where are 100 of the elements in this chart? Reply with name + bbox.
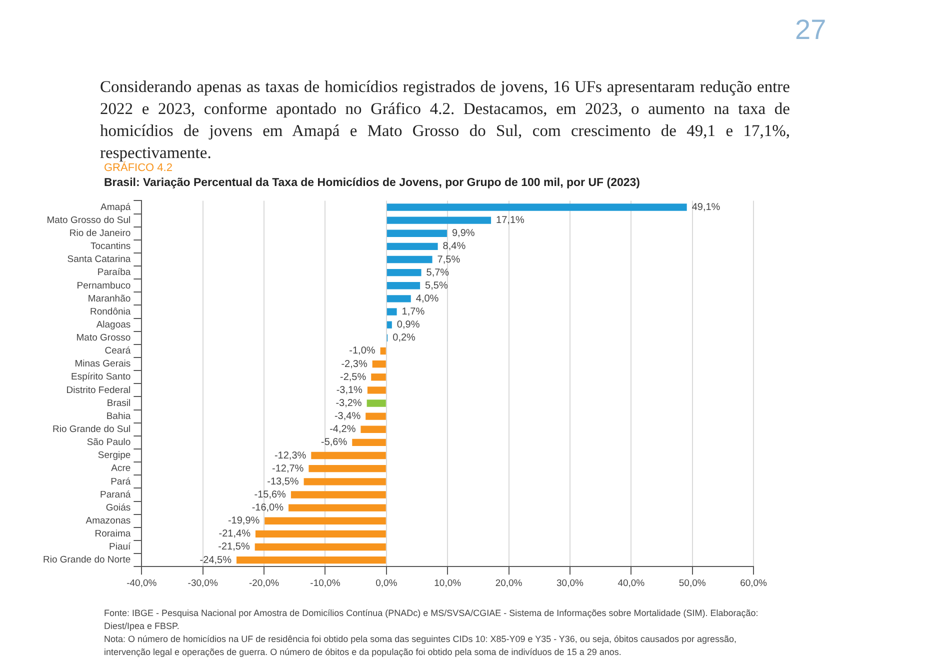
bar xyxy=(367,386,386,394)
data-label: 0,2% xyxy=(392,332,416,344)
y-tick-label: São Paulo xyxy=(86,437,131,448)
x-tick-label: 10,0% xyxy=(434,578,462,589)
bar xyxy=(360,426,386,433)
y-tick-label: Minas Gerais xyxy=(74,358,131,370)
y-tick-label: Bahia xyxy=(106,410,132,422)
bar xyxy=(386,216,492,224)
data-label: -5,6% xyxy=(321,437,348,448)
bar xyxy=(304,478,386,486)
x-tick-label: -40,0% xyxy=(126,578,158,589)
y-tick-label: Amazonas xyxy=(86,515,131,526)
y-tick-label: Mato Grosso xyxy=(76,332,131,344)
bar xyxy=(386,308,397,316)
y-tick-label: Amapá xyxy=(100,202,132,213)
y-tick-label: Mato Grosso do Sul xyxy=(46,214,131,226)
y-tick-label: Acre xyxy=(111,463,131,474)
data-label: -21,5% xyxy=(218,542,250,553)
data-label: -21,4% xyxy=(218,528,251,540)
data-label: 8,4% xyxy=(442,241,466,252)
bar xyxy=(386,230,447,237)
data-label: -4,2% xyxy=(330,424,356,436)
y-tick-label: Piauí xyxy=(109,542,132,553)
bar xyxy=(371,374,386,381)
data-label: -15,6% xyxy=(254,489,286,500)
data-label: -13,5% xyxy=(267,476,299,488)
bar xyxy=(386,282,420,290)
chart-subtitle: GRÁFICO 4.2 xyxy=(104,162,172,174)
y-tick-label: Goiás xyxy=(106,502,131,514)
data-label: 7,5% xyxy=(437,254,460,266)
text: Considerando apenas as taxas de homicídios registrados de jovens, 16 UFs apresentaram redução entre 2022 e 2023, conforme apontado no Gráfico 4.2. Destacamos, em 2023, o aumento na taxa de homicídios de jovens em Amapá e Mato Grosso do Sul, com crescimento de 49,1 e 17,1%, respectivamente. xyxy=(100,76,790,162)
data-label: -12,3% xyxy=(274,450,306,462)
data-label: -12,7% xyxy=(272,463,304,474)
x-tick-label: 30,0% xyxy=(556,578,584,589)
text: Nota: O número de homicídios na UF de residência foi obtido pela soma das seguintes CIDs 10: X85-Y09 e Y35 - Y36, ou seja, óbitos causados por agressão, intervenção legal e operações de guerra. O número de óbitos e da população foi obtido pela soma de indivíduos de 15 a 29 anos. xyxy=(104,633,738,659)
x-tick-label: 60,0% xyxy=(740,578,768,589)
bar xyxy=(236,556,386,564)
y-tick-label: Rondônia xyxy=(90,306,132,318)
bar xyxy=(366,412,386,420)
data-label: -2,3% xyxy=(341,358,368,370)
x-tick-label: -10,0% xyxy=(310,578,341,589)
data-label: -24,5% xyxy=(200,554,232,566)
data-label: 4,0% xyxy=(416,293,439,304)
y-tick-label: Brasil xyxy=(106,398,131,409)
bar xyxy=(386,321,392,328)
y-tick-label: Maranhão xyxy=(88,293,131,304)
y-tick-label: Sergipe xyxy=(98,450,131,462)
data-label: 9,9% xyxy=(452,228,475,240)
bar xyxy=(380,347,386,355)
data-label: 5,7% xyxy=(426,267,450,278)
data-label: 17,1% xyxy=(496,215,524,226)
bar xyxy=(366,400,386,407)
x-tick-label: 40,0% xyxy=(618,578,646,589)
data-label: 49,1% xyxy=(692,202,720,213)
y-tick-label: Rio Grande do Sul xyxy=(52,424,131,436)
chart-title: Brasil: Variação Percentual da Taxa de Homicídios de Jovens, por Grupo de 100 mil, por UF (2023) xyxy=(104,177,640,189)
bar xyxy=(288,504,386,512)
y-tick-label: Alagoas xyxy=(96,319,131,330)
y-tick-label: Rio de Janeiro xyxy=(69,228,131,239)
data-label: -3,1% xyxy=(336,384,363,396)
x-tick-label: 50,0% xyxy=(678,578,706,589)
bar xyxy=(254,543,386,551)
y-tick-label: Espírito Santo xyxy=(70,372,131,383)
data-label: 5,5% xyxy=(425,280,448,292)
y-tick-label: Roraima xyxy=(94,528,132,540)
y-tick-label: Ceará xyxy=(104,346,132,357)
y-tick-label: Distrito Federal xyxy=(66,384,131,396)
data-label: -3,2% xyxy=(336,398,362,409)
data-label: -19,9% xyxy=(228,516,260,527)
bar xyxy=(311,452,386,460)
bar xyxy=(386,268,422,276)
bar xyxy=(386,242,438,250)
data-label: 0,9% xyxy=(396,320,420,331)
x-tick-label: -20,0% xyxy=(248,578,280,589)
bar xyxy=(264,517,386,524)
y-tick-label: Santa Catarina xyxy=(67,254,132,266)
y-tick-label: Paraíba xyxy=(97,267,132,278)
y-tick-label: Pará xyxy=(110,476,132,488)
source-note: Fonte: IBGE - Pesquisa Nacional por Amostra de Domicílios Contínua (PNADc) e MS/SVSA/CGIAE - Sistema de Informações sobre Mortalidade (SIM). Elaboração: Diest/Ipea e FBSP. xyxy=(104,607,760,633)
bar xyxy=(308,465,386,472)
bar xyxy=(290,491,386,498)
x-tick-label: -30,0% xyxy=(188,578,218,589)
data-label: -16,0% xyxy=(252,502,284,514)
text: 27 xyxy=(795,14,826,46)
x-tick-label: 0,0% xyxy=(376,578,398,589)
bar xyxy=(255,530,386,538)
data-label: 1,7% xyxy=(402,306,425,318)
bar xyxy=(372,360,386,368)
y-tick-label: Paraná xyxy=(100,489,132,500)
y-tick-label: Tocantins xyxy=(90,241,131,252)
data-label: -3,4% xyxy=(334,411,361,422)
x-tick-label: 20,0% xyxy=(495,578,523,589)
data-label: -2,5% xyxy=(340,372,366,383)
bar xyxy=(386,256,432,264)
data-label: -1,0% xyxy=(349,346,376,357)
bar xyxy=(386,295,411,302)
bar xyxy=(352,438,386,446)
y-tick-label: Rio Grande do Norte xyxy=(42,554,131,566)
y-tick-label: Pernambuco xyxy=(76,280,131,292)
bar xyxy=(386,204,687,211)
